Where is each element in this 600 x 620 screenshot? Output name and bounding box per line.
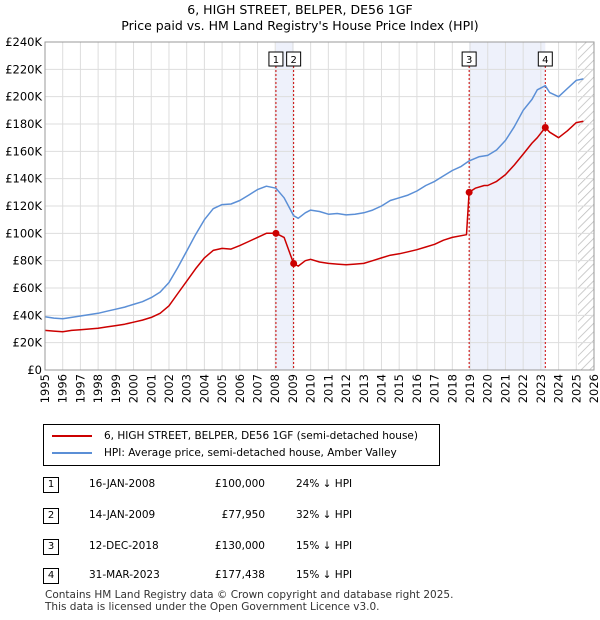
x-tick-label: 2009 xyxy=(286,374,300,403)
sale-point xyxy=(465,188,473,196)
transaction-number: 4 xyxy=(43,568,59,584)
y-tick-label: £200K xyxy=(5,90,42,104)
x-tick-label: 1996 xyxy=(56,374,70,403)
footer: Contains HM Land Registry data © Crown c… xyxy=(45,589,453,613)
x-tick-label: 2013 xyxy=(357,374,371,403)
x-tick-label: 2004 xyxy=(197,374,211,403)
y-tick-label: £180K xyxy=(5,117,42,131)
x-tick-label: 2025 xyxy=(569,374,583,403)
legend: 6, HIGH STREET, BELPER, DE56 1GF (semi-d… xyxy=(43,424,440,466)
x-tick-label: 2008 xyxy=(268,374,282,403)
chart-subtitle: Price paid vs. HM Land Registry's House … xyxy=(121,18,479,33)
marker-box xyxy=(537,51,553,67)
marker-label: 2 xyxy=(286,51,302,67)
marker-number: 1 xyxy=(273,55,279,66)
transaction-number: 2 xyxy=(43,508,59,524)
chart-title: 6, HIGH STREET, BELPER, DE56 1GF xyxy=(187,2,413,17)
marker-box xyxy=(461,51,477,67)
x-tick-label: 2024 xyxy=(552,374,566,403)
legend-label-property: 6, HIGH STREET, BELPER, DE56 1GF (semi-d… xyxy=(104,430,418,442)
y-tick-label: £20K xyxy=(13,336,43,350)
price-chart: 1 2 3 4 £0 £20K £40K £60K £80K £100K £120K £140K £16… xyxy=(5,35,600,403)
transaction-row: 4 31-MAR-2023 £177,438 15% ↓ HPI xyxy=(43,567,563,587)
y-tick-label: £60K xyxy=(13,281,43,295)
marker-box xyxy=(268,51,284,67)
transaction-date: 31-MAR-2023 xyxy=(89,569,160,581)
transaction-price: £77,950 xyxy=(221,509,265,521)
y-tick-label: £40K xyxy=(13,308,43,322)
hpi-line xyxy=(44,78,584,320)
x-tick-label: 2011 xyxy=(321,374,335,403)
plot-frame xyxy=(44,41,595,371)
legend-swatch-hpi xyxy=(52,452,92,454)
transaction-number: 3 xyxy=(43,539,59,555)
price-paid-line xyxy=(44,120,584,333)
x-tick-label: 2019 xyxy=(463,374,477,403)
marker-number: 4 xyxy=(542,55,548,66)
marker-number: 3 xyxy=(466,55,472,66)
transaction-row: 2 14-JAN-2009 £77,950 32% ↓ HPI xyxy=(43,507,563,527)
x-tick-label: 1995 xyxy=(38,374,52,403)
x-tick-label: 2021 xyxy=(498,374,512,403)
y-tick-label: £0 xyxy=(27,363,42,377)
transaction-row: 1 16-JAN-2008 £100,000 24% ↓ HPI xyxy=(43,476,563,496)
x-tick-label: 2006 xyxy=(233,374,247,403)
x-tick-label: 2015 xyxy=(392,374,406,403)
sale-point xyxy=(272,229,280,237)
x-tick-label: 2020 xyxy=(481,374,495,403)
legend-item-property: 6, HIGH STREET, BELPER, DE56 1GF (semi-d… xyxy=(52,428,418,444)
sale-point xyxy=(541,124,549,132)
sale-point xyxy=(290,259,298,267)
y-tick-label: £80K xyxy=(13,254,43,268)
x-tick-label: 2003 xyxy=(180,374,194,403)
marker-label: 4 xyxy=(537,51,553,67)
transaction-number: 1 xyxy=(43,477,59,493)
transaction-hpi-diff: 24% ↓ HPI xyxy=(296,478,353,490)
transaction-hpi-diff: 32% ↓ HPI xyxy=(296,509,353,521)
legend-swatch-property xyxy=(52,435,92,437)
x-tick-label: 2001 xyxy=(144,374,158,403)
marker-label: 3 xyxy=(461,51,477,67)
x-tick-label: 2000 xyxy=(127,374,141,403)
y-tick-label: £220K xyxy=(5,62,42,76)
y-tick-label: £100K xyxy=(5,226,42,240)
transaction-price: £177,438 xyxy=(214,569,265,581)
x-tick-label: 2012 xyxy=(339,374,353,403)
transaction-hpi-diff: 15% ↓ HPI xyxy=(296,540,353,552)
transaction-date: 14-JAN-2009 xyxy=(89,509,156,521)
x-tick-label: 2014 xyxy=(374,374,388,403)
x-tick-label: 2023 xyxy=(534,374,548,403)
x-tick-label: 1998 xyxy=(91,374,105,403)
legend-label-hpi: HPI: Average price, semi-detached house,… xyxy=(104,447,397,459)
transaction-price: £100,000 xyxy=(214,478,265,490)
transaction-row: 3 12-DEC-2018 £130,000 15% ↓ HPI xyxy=(43,538,563,558)
transaction-date: 16-JAN-2008 xyxy=(89,478,156,490)
x-tick-label: 2007 xyxy=(251,374,265,403)
footer-copyright: Contains HM Land Registry data © Crown c… xyxy=(45,589,454,601)
legend-item-hpi: HPI: Average price, semi-detached house,… xyxy=(52,445,397,461)
x-tick-label: 2010 xyxy=(304,374,318,403)
x-tick-label: 2016 xyxy=(410,374,424,403)
x-tick-label: 2026 xyxy=(587,374,600,403)
transaction-date: 12-DEC-2018 xyxy=(89,540,159,552)
transaction-price: £130,000 xyxy=(214,540,265,552)
x-tick-label: 2002 xyxy=(162,374,176,403)
x-tick-label: 2017 xyxy=(428,374,442,403)
marker-label: 1 xyxy=(268,51,284,67)
y-tick-label: £160K xyxy=(5,144,42,158)
marker-number: 2 xyxy=(290,55,296,66)
x-tick-label: 1999 xyxy=(109,374,123,403)
y-tick-label: £140K xyxy=(5,172,42,186)
y-tick-label: £240K xyxy=(5,35,42,49)
transaction-hpi-diff: 15% ↓ HPI xyxy=(296,569,353,581)
marker-box xyxy=(286,51,302,67)
x-tick-label: 2005 xyxy=(215,374,229,403)
x-tick-label: 2022 xyxy=(516,374,530,403)
x-tick-label: 1997 xyxy=(73,374,87,403)
footer-license: This data is licensed under the Open Gov… xyxy=(45,601,380,613)
x-tick-label: 2018 xyxy=(445,374,459,403)
y-tick-label: £120K xyxy=(5,199,42,213)
